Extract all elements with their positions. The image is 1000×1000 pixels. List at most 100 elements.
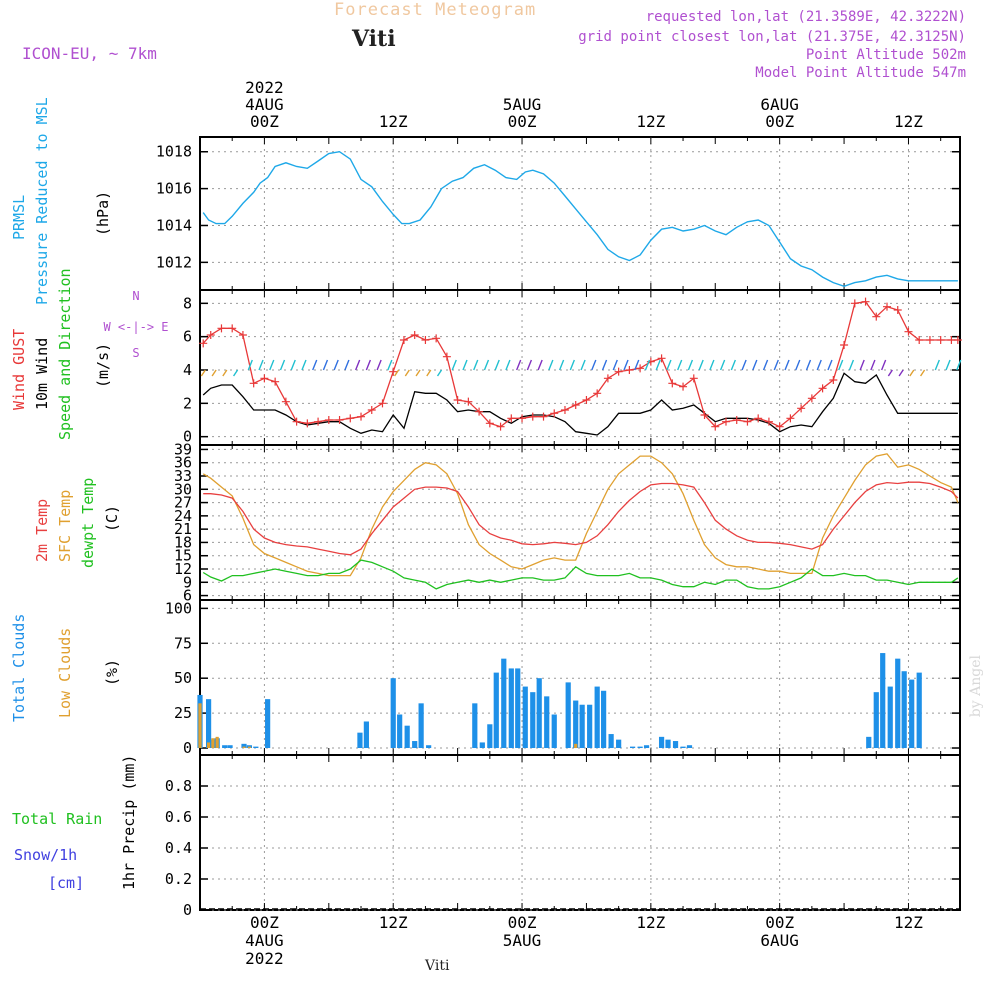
gust-marker <box>410 331 419 339</box>
wind-direction-arrow <box>956 359 962 371</box>
gust-marker <box>936 336 945 344</box>
total-cloud-bar <box>587 704 593 749</box>
total-cloud-bar <box>909 679 915 749</box>
top-time-label: 12Z <box>894 112 923 131</box>
wind-direction-arrow <box>612 359 618 371</box>
wind-direction-arrow <box>838 359 844 371</box>
gust-marker <box>625 366 634 374</box>
wind-direction-arrow <box>623 359 629 371</box>
y-tick-label: 4 <box>183 361 192 379</box>
total-cloud-bar <box>616 739 622 749</box>
gust-marker <box>603 374 612 383</box>
total-cloud-bar <box>508 668 514 749</box>
gust-marker <box>550 409 559 418</box>
y-tick-label: 0 <box>183 428 192 446</box>
gust-marker <box>861 297 870 306</box>
location-title: Viti <box>352 26 396 52</box>
wind-direction-arrow <box>247 359 253 371</box>
low-cloud-bar <box>242 746 246 749</box>
grid-point-coords: grid point closest lon,lat (21.375E, 42.… <box>578 29 966 45</box>
total-cloud-bar <box>426 745 432 749</box>
y-tick-label: 2 <box>183 394 192 412</box>
wind-direction-arrow <box>887 369 893 377</box>
gust-marker <box>721 417 730 426</box>
gust-marker <box>593 389 602 398</box>
y-tick-label: 1018 <box>156 143 192 161</box>
gust-marker <box>754 414 763 423</box>
gust-marker <box>357 412 366 421</box>
gust-marker <box>743 417 752 426</box>
wind-direction-arrow <box>934 359 940 371</box>
total-cloud-bar <box>880 653 886 749</box>
point-altitude: Point Altitude 502m <box>805 47 966 63</box>
gust-marker <box>711 422 720 431</box>
model-label: ICON-EU, ~ 7km <box>22 44 157 63</box>
gust-marker <box>636 364 645 373</box>
snow-unit-label: [cm] <box>48 874 84 892</box>
temp-2m-label: 2m Temp <box>33 499 51 562</box>
gust-marker <box>807 394 816 403</box>
total-cloud-bar <box>472 703 478 749</box>
wind-direction-arrow <box>601 359 608 371</box>
top-time-label: 6AUG <box>760 95 799 114</box>
total-cloud-bar <box>253 746 259 749</box>
wind-gust-line <box>202 300 958 428</box>
gust-marker <box>571 401 580 409</box>
gust-marker <box>893 306 902 314</box>
y-tick-label: 36 <box>174 454 192 472</box>
wind-direction-arrow <box>698 359 704 371</box>
low-cloud-bar <box>247 746 251 749</box>
y-tick-label: 6 <box>183 587 192 605</box>
compass-south: S <box>132 346 139 360</box>
wind-direction-arrow <box>580 359 586 371</box>
gust-marker <box>249 379 258 388</box>
gust-marker <box>475 407 484 416</box>
wind-direction-arrow <box>232 369 239 377</box>
gust-marker <box>389 367 398 376</box>
total-cloud-bar <box>363 721 369 749</box>
total-cloud-bar <box>241 743 247 749</box>
gust-marker <box>464 397 473 406</box>
gust-marker <box>367 406 376 414</box>
gust-marker <box>904 327 913 336</box>
wind-direction-arrow <box>880 359 887 371</box>
gust-marker <box>700 411 709 419</box>
gust-marker <box>346 414 355 423</box>
y-tick-label: 25 <box>174 704 192 722</box>
wind-direction-arrow <box>730 359 737 371</box>
gust-marker <box>539 412 548 421</box>
gust-marker <box>442 352 451 361</box>
wind-direction-arrow <box>898 369 904 377</box>
top-time-label: 4AUG <box>245 95 284 114</box>
total-cloud-bar <box>412 741 418 749</box>
gust-marker <box>883 302 892 311</box>
total-cloud-bar <box>222 745 228 749</box>
total-cloud-bar <box>658 736 665 749</box>
low-cloud-bar <box>198 703 202 749</box>
low-clouds-label: Low Clouds <box>56 628 74 718</box>
y-tick-label: 0.6 <box>165 808 192 826</box>
wind-direction-arrow <box>365 359 372 371</box>
compass-north: N <box>132 289 139 303</box>
gust-marker <box>818 384 827 393</box>
low-cloud-bar <box>574 743 578 749</box>
wind-direction-arrow <box>258 359 264 371</box>
gust-marker <box>764 417 773 426</box>
y-tick-label: 27 <box>174 494 192 512</box>
bottom-time-label: 00Z <box>250 913 279 932</box>
snow-label: Snow/1h <box>14 846 77 864</box>
gust-marker <box>915 336 924 344</box>
wind-direction-arrow <box>773 359 779 371</box>
total-cloud-bar <box>629 746 636 749</box>
dewpt-label: dewpt Temp <box>79 478 97 568</box>
total-cloud-bar <box>357 732 363 749</box>
gust-marker <box>335 416 344 424</box>
gust-marker <box>206 331 215 339</box>
total-cloud-bar <box>916 672 922 749</box>
total-cloud-bar <box>579 704 585 749</box>
wind-direction-arrow <box>516 359 522 371</box>
gust-marker <box>303 419 312 428</box>
wind-direction-arrow <box>687 359 694 371</box>
bottom-time-label: 2022 <box>245 949 284 968</box>
total-cloud-bar <box>205 699 212 749</box>
